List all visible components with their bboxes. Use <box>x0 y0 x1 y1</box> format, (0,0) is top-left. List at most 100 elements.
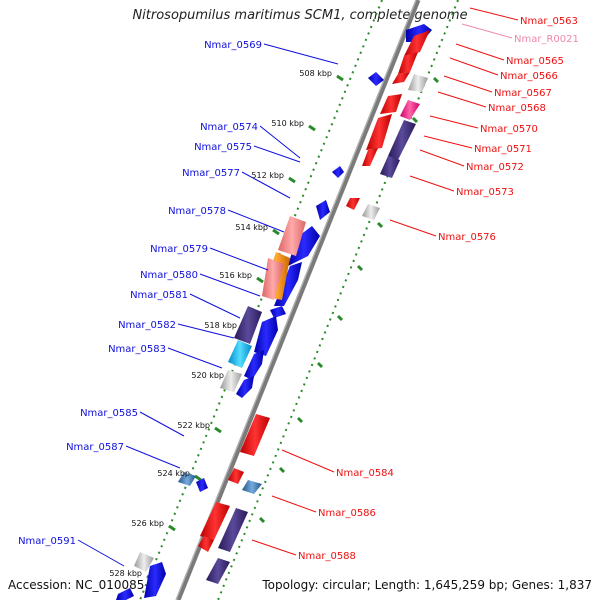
gene-arrow <box>200 502 230 540</box>
gene-label[interactable]: Nmar_0576 <box>438 232 496 243</box>
gene-features <box>116 24 432 600</box>
gene-label[interactable]: Nmar_0569 <box>204 40 262 51</box>
label-leader <box>189 293 241 319</box>
gene-arrow <box>346 198 360 210</box>
label-leader <box>253 145 301 163</box>
track-dotted-left <box>139 0 383 600</box>
scale-tick <box>256 276 264 284</box>
gene-block <box>380 156 400 178</box>
track-tick <box>258 516 266 524</box>
gene-label[interactable]: Nmar_0578 <box>168 206 226 217</box>
scale-label: 514 kbp <box>235 223 268 232</box>
gene-label[interactable]: Nmar_0584 <box>336 468 394 479</box>
genome-backbone-highlight <box>175 0 417 600</box>
gene-label[interactable]: Nmar_0575 <box>194 142 252 153</box>
gene-label[interactable]: Nmar_0579 <box>150 244 208 255</box>
map-title: Nitrosopumilus maritimus SCM1, complete … <box>132 8 468 23</box>
label-leader <box>449 57 499 76</box>
gene-label[interactable]: Nmar_0572 <box>466 162 524 173</box>
label-leaders <box>77 7 519 567</box>
gene-label[interactable]: Nmar_0567 <box>494 88 552 99</box>
label-leader <box>455 43 505 61</box>
gene-label[interactable]: Nmar_0570 <box>480 124 538 135</box>
label-leader <box>125 445 181 469</box>
gene-block <box>178 472 196 486</box>
gene-label[interactable]: Nmar_0588 <box>298 551 356 562</box>
scale-tick <box>194 474 202 482</box>
scale-label: 510 kbp <box>271 119 304 128</box>
right-gene-labels: Nmar_0563 Nmar_R0021 Nmar_0565 Nmar_0566 Nma… <box>298 16 579 562</box>
gene-arrow <box>144 562 166 598</box>
gene-block <box>408 74 428 92</box>
gene-arrow <box>332 166 344 178</box>
label-leader <box>271 495 317 513</box>
scale-label: 508 kbp <box>299 69 332 78</box>
track-tick <box>356 264 364 272</box>
gene-label[interactable]: Nmar_0565 <box>506 56 564 67</box>
label-leader <box>443 75 493 93</box>
gene-block <box>388 120 416 160</box>
label-leader <box>167 347 223 369</box>
gene-label[interactable]: Nmar_0583 <box>108 344 166 355</box>
gene-label[interactable]: Nmar_0566 <box>500 71 558 82</box>
scale-tick <box>336 74 344 82</box>
scale-label: 524 kbp <box>157 469 190 478</box>
track-dotted-right <box>217 0 459 600</box>
label-leader <box>423 135 473 149</box>
gene-label[interactable]: Nmar_0581 <box>130 290 188 301</box>
gene-block <box>228 340 252 368</box>
gene-label[interactable]: Nmar_0582 <box>118 320 176 331</box>
label-leader <box>77 539 125 567</box>
label-leader <box>177 323 235 339</box>
gene-label[interactable]: Nmar_0577 <box>182 168 240 179</box>
gene-label[interactable]: Nmar_0580 <box>140 270 198 281</box>
gene-arrow <box>392 72 410 84</box>
gene-arrow <box>366 114 392 150</box>
track-tick <box>296 416 304 424</box>
gene-arrow <box>196 478 208 492</box>
gene-arrow <box>362 148 378 166</box>
gene-label[interactable]: Nmar_0587 <box>66 442 124 453</box>
gene-block <box>234 306 262 344</box>
gene-label[interactable]: Nmar_0568 <box>488 103 546 114</box>
gene-arrow <box>380 94 402 114</box>
gene-label[interactable]: Nmar_0585 <box>80 408 138 419</box>
gene-block <box>134 552 154 572</box>
track-tick <box>432 76 440 84</box>
gene-arrow <box>228 468 244 484</box>
gene-label[interactable]: Nmar_R0021 <box>514 34 579 45</box>
gene-arrow <box>244 350 264 380</box>
scale-tick <box>288 176 296 184</box>
label-leader <box>241 171 291 199</box>
gene-arrow <box>116 588 134 600</box>
gene-label[interactable]: Nmar_0573 <box>456 187 514 198</box>
gene-arrow <box>236 376 254 398</box>
track-tick <box>411 116 419 124</box>
label-leader <box>251 539 297 556</box>
track-tick <box>376 221 384 229</box>
scale-label: 518 kbp <box>204 321 237 330</box>
label-leader <box>437 91 487 108</box>
gene-block <box>206 558 230 584</box>
label-leader <box>227 209 285 233</box>
gene-label[interactable]: Nmar_0586 <box>318 508 376 519</box>
gene-label[interactable]: Nmar_0563 <box>520 16 578 27</box>
gene-block <box>242 480 262 494</box>
scale-tick <box>272 228 280 236</box>
gene-label[interactable]: Nmar_0574 <box>200 122 258 133</box>
genome-backbone <box>175 0 421 600</box>
track-tick <box>278 466 286 474</box>
gene-arrow <box>368 72 384 86</box>
label-leader <box>281 449 335 473</box>
scale-label: 526 kbp <box>131 519 164 528</box>
scale-label: 512 kbp <box>251 171 284 180</box>
gene-arrow <box>404 30 430 56</box>
gene-block <box>218 508 248 552</box>
gene-label[interactable]: Nmar_0571 <box>474 144 532 155</box>
scale-labels: 508 kbp 510 kbp 512 kbp 514 kbp 516 kbp 518 k… <box>109 69 332 578</box>
gene-label[interactable]: Nmar_0591 <box>18 536 76 547</box>
scale-label: 522 kbp <box>177 421 210 430</box>
label-leader <box>469 7 519 21</box>
